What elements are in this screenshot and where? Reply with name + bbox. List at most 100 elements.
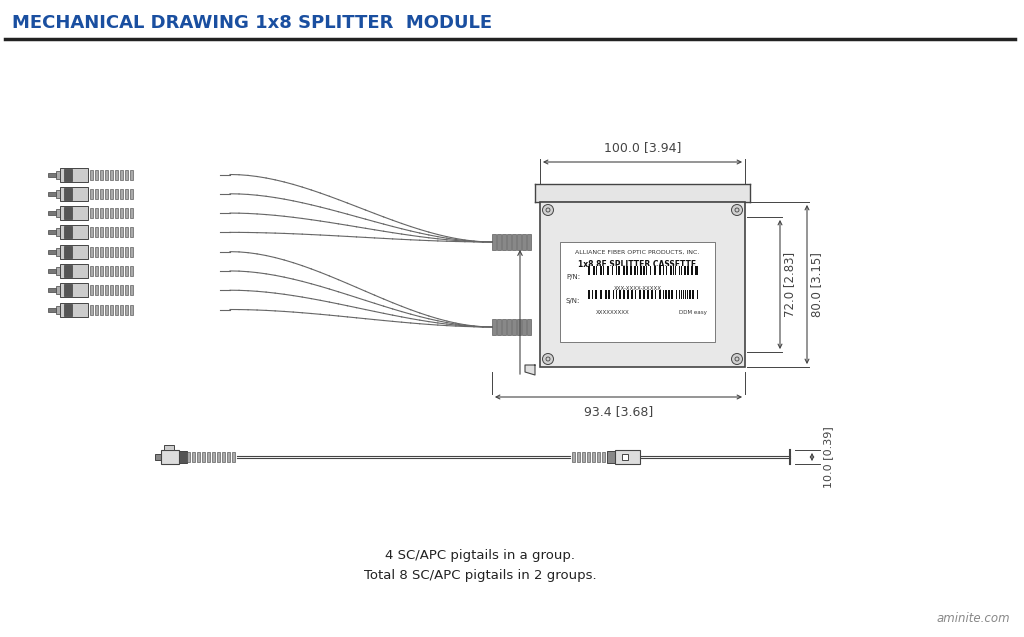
Bar: [100, 247, 103, 257]
Bar: [105, 189, 108, 199]
Bar: [502, 234, 506, 250]
Bar: [115, 304, 118, 315]
Bar: [110, 227, 113, 238]
Bar: [593, 290, 595, 299]
Bar: [120, 285, 123, 295]
Bar: [629, 290, 631, 299]
Bar: [615, 450, 640, 464]
Bar: [651, 266, 654, 275]
Bar: [130, 208, 133, 218]
Circle shape: [731, 354, 742, 364]
Bar: [48, 173, 56, 176]
Bar: [120, 189, 123, 199]
Bar: [63, 284, 72, 296]
Bar: [115, 266, 118, 276]
Bar: [667, 266, 670, 275]
Bar: [48, 308, 56, 311]
Bar: [497, 234, 501, 250]
Text: aminite.com: aminite.com: [936, 612, 1010, 625]
Bar: [100, 169, 103, 180]
Bar: [95, 266, 98, 276]
Bar: [125, 189, 128, 199]
Bar: [110, 169, 113, 180]
Bar: [222, 452, 225, 462]
Bar: [90, 189, 93, 199]
Bar: [130, 266, 133, 276]
Bar: [597, 452, 600, 462]
Bar: [632, 266, 634, 275]
Bar: [105, 266, 108, 276]
Bar: [597, 266, 600, 275]
Bar: [621, 290, 623, 299]
Bar: [48, 250, 56, 254]
Bar: [677, 290, 679, 299]
Text: XXX-XXXX-XXXXX: XXX-XXXX-XXXXX: [613, 286, 662, 291]
Bar: [592, 452, 595, 462]
Bar: [110, 208, 113, 218]
Text: 80.0 [3.15]: 80.0 [3.15]: [811, 252, 823, 317]
Bar: [90, 266, 93, 276]
Bar: [60, 168, 88, 182]
Bar: [232, 452, 234, 462]
Bar: [164, 445, 174, 450]
Text: S/N:: S/N:: [566, 298, 581, 304]
Bar: [105, 169, 108, 180]
Bar: [63, 246, 72, 257]
Bar: [60, 303, 88, 317]
Bar: [638, 266, 640, 275]
Bar: [560, 242, 715, 342]
Bar: [649, 290, 651, 299]
Bar: [604, 266, 607, 275]
Bar: [502, 319, 506, 335]
Bar: [90, 285, 93, 295]
Bar: [693, 266, 695, 275]
Bar: [492, 234, 496, 250]
Bar: [56, 286, 61, 294]
Bar: [100, 208, 103, 218]
Bar: [130, 227, 133, 238]
Bar: [110, 247, 113, 257]
Bar: [56, 171, 61, 178]
Bar: [227, 452, 230, 462]
Bar: [95, 227, 98, 238]
Bar: [656, 266, 659, 275]
Bar: [125, 247, 128, 257]
Bar: [527, 234, 530, 250]
Bar: [48, 288, 56, 292]
Bar: [620, 266, 623, 275]
Bar: [120, 227, 123, 238]
Bar: [115, 247, 118, 257]
Bar: [63, 226, 72, 238]
Bar: [56, 190, 61, 197]
Bar: [602, 290, 605, 299]
Bar: [48, 211, 56, 215]
Bar: [587, 452, 590, 462]
Bar: [636, 290, 639, 299]
Bar: [662, 266, 663, 275]
Bar: [633, 290, 635, 299]
Bar: [597, 290, 600, 299]
Bar: [63, 188, 72, 200]
Bar: [512, 319, 515, 335]
Text: 72.0 [2.83]: 72.0 [2.83]: [783, 252, 797, 317]
Bar: [653, 290, 655, 299]
Bar: [625, 290, 627, 299]
Bar: [613, 266, 616, 275]
Bar: [90, 208, 93, 218]
Bar: [125, 266, 128, 276]
Bar: [673, 290, 676, 299]
Bar: [110, 304, 113, 315]
Bar: [492, 319, 496, 335]
Bar: [193, 452, 195, 462]
Bar: [100, 304, 103, 315]
Bar: [602, 452, 605, 462]
Bar: [187, 452, 190, 462]
Bar: [197, 452, 200, 462]
Bar: [155, 454, 161, 460]
Bar: [95, 189, 98, 199]
Bar: [130, 285, 133, 295]
Bar: [212, 452, 215, 462]
Bar: [522, 319, 525, 335]
Bar: [105, 208, 108, 218]
Bar: [60, 187, 88, 201]
